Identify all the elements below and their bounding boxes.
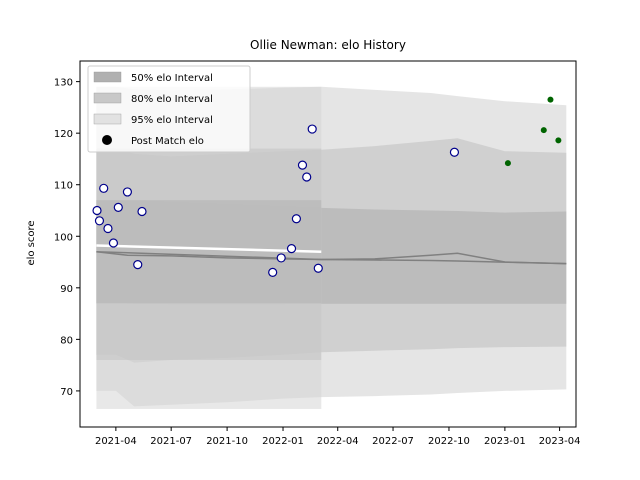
legend-label: Post Match elo: [131, 136, 204, 147]
y-tick-label: 90: [60, 284, 73, 295]
white-reference-line: [96, 244, 322, 253]
legend-swatch-band95: [93, 113, 122, 125]
legend-label: 80% elo Interval: [131, 94, 213, 105]
axes: 70 80 90 100 110 120 130 2021-04 2021-07 2021-10 2…: [54, 60, 581, 447]
post-match-elo-point: [137, 206, 147, 217]
plot-area: [92, 86, 567, 409]
x-tick-label: 2022-10: [428, 436, 470, 447]
x-tick-label: 2021-04: [95, 436, 137, 447]
x-tick-label: 2023-04: [539, 436, 581, 447]
axes-frame: [79, 60, 577, 428]
y-tick-label: 130: [54, 78, 73, 89]
post-match-elo-point: [307, 124, 317, 134]
x-tick-label: 2022-07: [372, 436, 414, 447]
alt-mean-elo-line: [96, 250, 567, 265]
legend-box: [87, 65, 251, 153]
post-match-elo-point: [133, 260, 143, 270]
post-match-elo-point: [99, 183, 109, 193]
post-match-elo-point: [113, 202, 123, 212]
x-tick-label: 2021-10: [206, 436, 248, 447]
projected-elo-point: [547, 96, 554, 103]
y-tick-label: 120: [54, 129, 73, 140]
projected-elo-point: [555, 137, 562, 144]
post-match-elo-point: [94, 216, 105, 226]
post-match-elo-point: [313, 263, 323, 273]
post-match-elo-point: [297, 160, 308, 170]
projected-elo-point: [504, 160, 511, 167]
y-tick-label: 100: [54, 232, 73, 243]
y-tick-label: 110: [54, 181, 73, 192]
post-match-elo-point: [122, 187, 133, 197]
legend: 50% elo Interval 80% elo Interval 95% elo …: [87, 65, 251, 153]
x-tick-label: 2022-04: [317, 436, 359, 447]
post-match-elo-point: [286, 244, 297, 254]
post-match-elo-point: [108, 238, 119, 248]
y-tick-label: 80: [60, 335, 73, 346]
post-match-elo-point: [276, 253, 286, 263]
legend-swatch-band50: [93, 71, 122, 83]
legend-label: 95% elo Interval: [131, 115, 213, 126]
projected-elo-point: [540, 127, 547, 134]
y-axis-label: elo score: [26, 220, 37, 265]
post-match-elo-point: [291, 214, 301, 224]
legend-label: 50% elo Interval: [131, 73, 213, 84]
post-match-elo-point: [302, 172, 312, 182]
post-match-elo-point: [92, 205, 102, 216]
x-tick-label: 2021-07: [150, 436, 192, 447]
legend-swatch-band80: [93, 92, 122, 104]
y-tick-label: 70: [60, 387, 73, 398]
post-match-elo-point: [268, 267, 278, 277]
x-tick-label: 2022-01: [262, 436, 304, 447]
post-match-elo-point: [103, 223, 113, 234]
plot-content: [92, 86, 567, 409]
chart-title: Ollie Newman: elo History: [250, 38, 406, 52]
post-match-elo-point: [449, 147, 460, 157]
x-tick-label: 2023-01: [484, 436, 526, 447]
legend-marker-point: [102, 135, 112, 145]
